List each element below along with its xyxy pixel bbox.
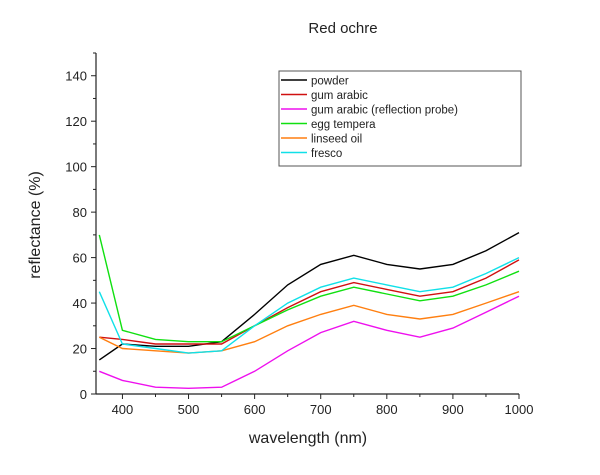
- chart-title: Red ochre: [308, 20, 377, 37]
- y-tick-label: 20: [73, 342, 87, 357]
- legend: powder gum arabic gum arabic (reflection p…: [278, 70, 522, 167]
- x-tick-label: 400: [112, 402, 134, 417]
- y-axis-label: reflectance (%): [27, 171, 44, 279]
- x-axis-label: wavelength (nm): [248, 430, 367, 447]
- y-tick-label: 80: [73, 205, 87, 220]
- series-line-0: [98, 231, 520, 361]
- series-line-1: [99, 259, 520, 345]
- y-tick-label: 40: [73, 296, 87, 311]
- series-line-2: [99, 295, 520, 390]
- legend-label: fresco: [311, 148, 342, 160]
- series-line-5: [98, 256, 520, 354]
- y-tick-label: 100: [65, 160, 87, 175]
- legend-label: powder: [311, 76, 349, 88]
- x-tick-label: 800: [376, 402, 398, 417]
- legend-label: gum arabic: [311, 90, 368, 102]
- x-tick-label: 900: [442, 402, 464, 417]
- y-tick-label: 0: [80, 387, 87, 402]
- x-tick-label: 1000: [505, 402, 534, 417]
- x-tick-label: 600: [244, 402, 266, 417]
- y-tick-label: 60: [73, 251, 87, 266]
- axis-ticks: 400 500 600 700 800 900 1000 0 20 40 60 80 100 120 140: [65, 52, 534, 417]
- x-tick-label: 500: [178, 402, 200, 417]
- legend-label: linseed oil: [311, 134, 362, 146]
- legend-label: gum arabic (reflection probe): [311, 105, 458, 117]
- x-tick-label: 700: [310, 402, 332, 417]
- series-line-3: [98, 234, 520, 343]
- legend-label: egg tempera: [311, 119, 376, 131]
- y-tick-label: 140: [65, 69, 87, 84]
- y-tick-label: 120: [65, 114, 87, 129]
- legend-box: [278, 70, 522, 167]
- series-lines: [98, 231, 520, 390]
- series-line-4: [98, 291, 520, 354]
